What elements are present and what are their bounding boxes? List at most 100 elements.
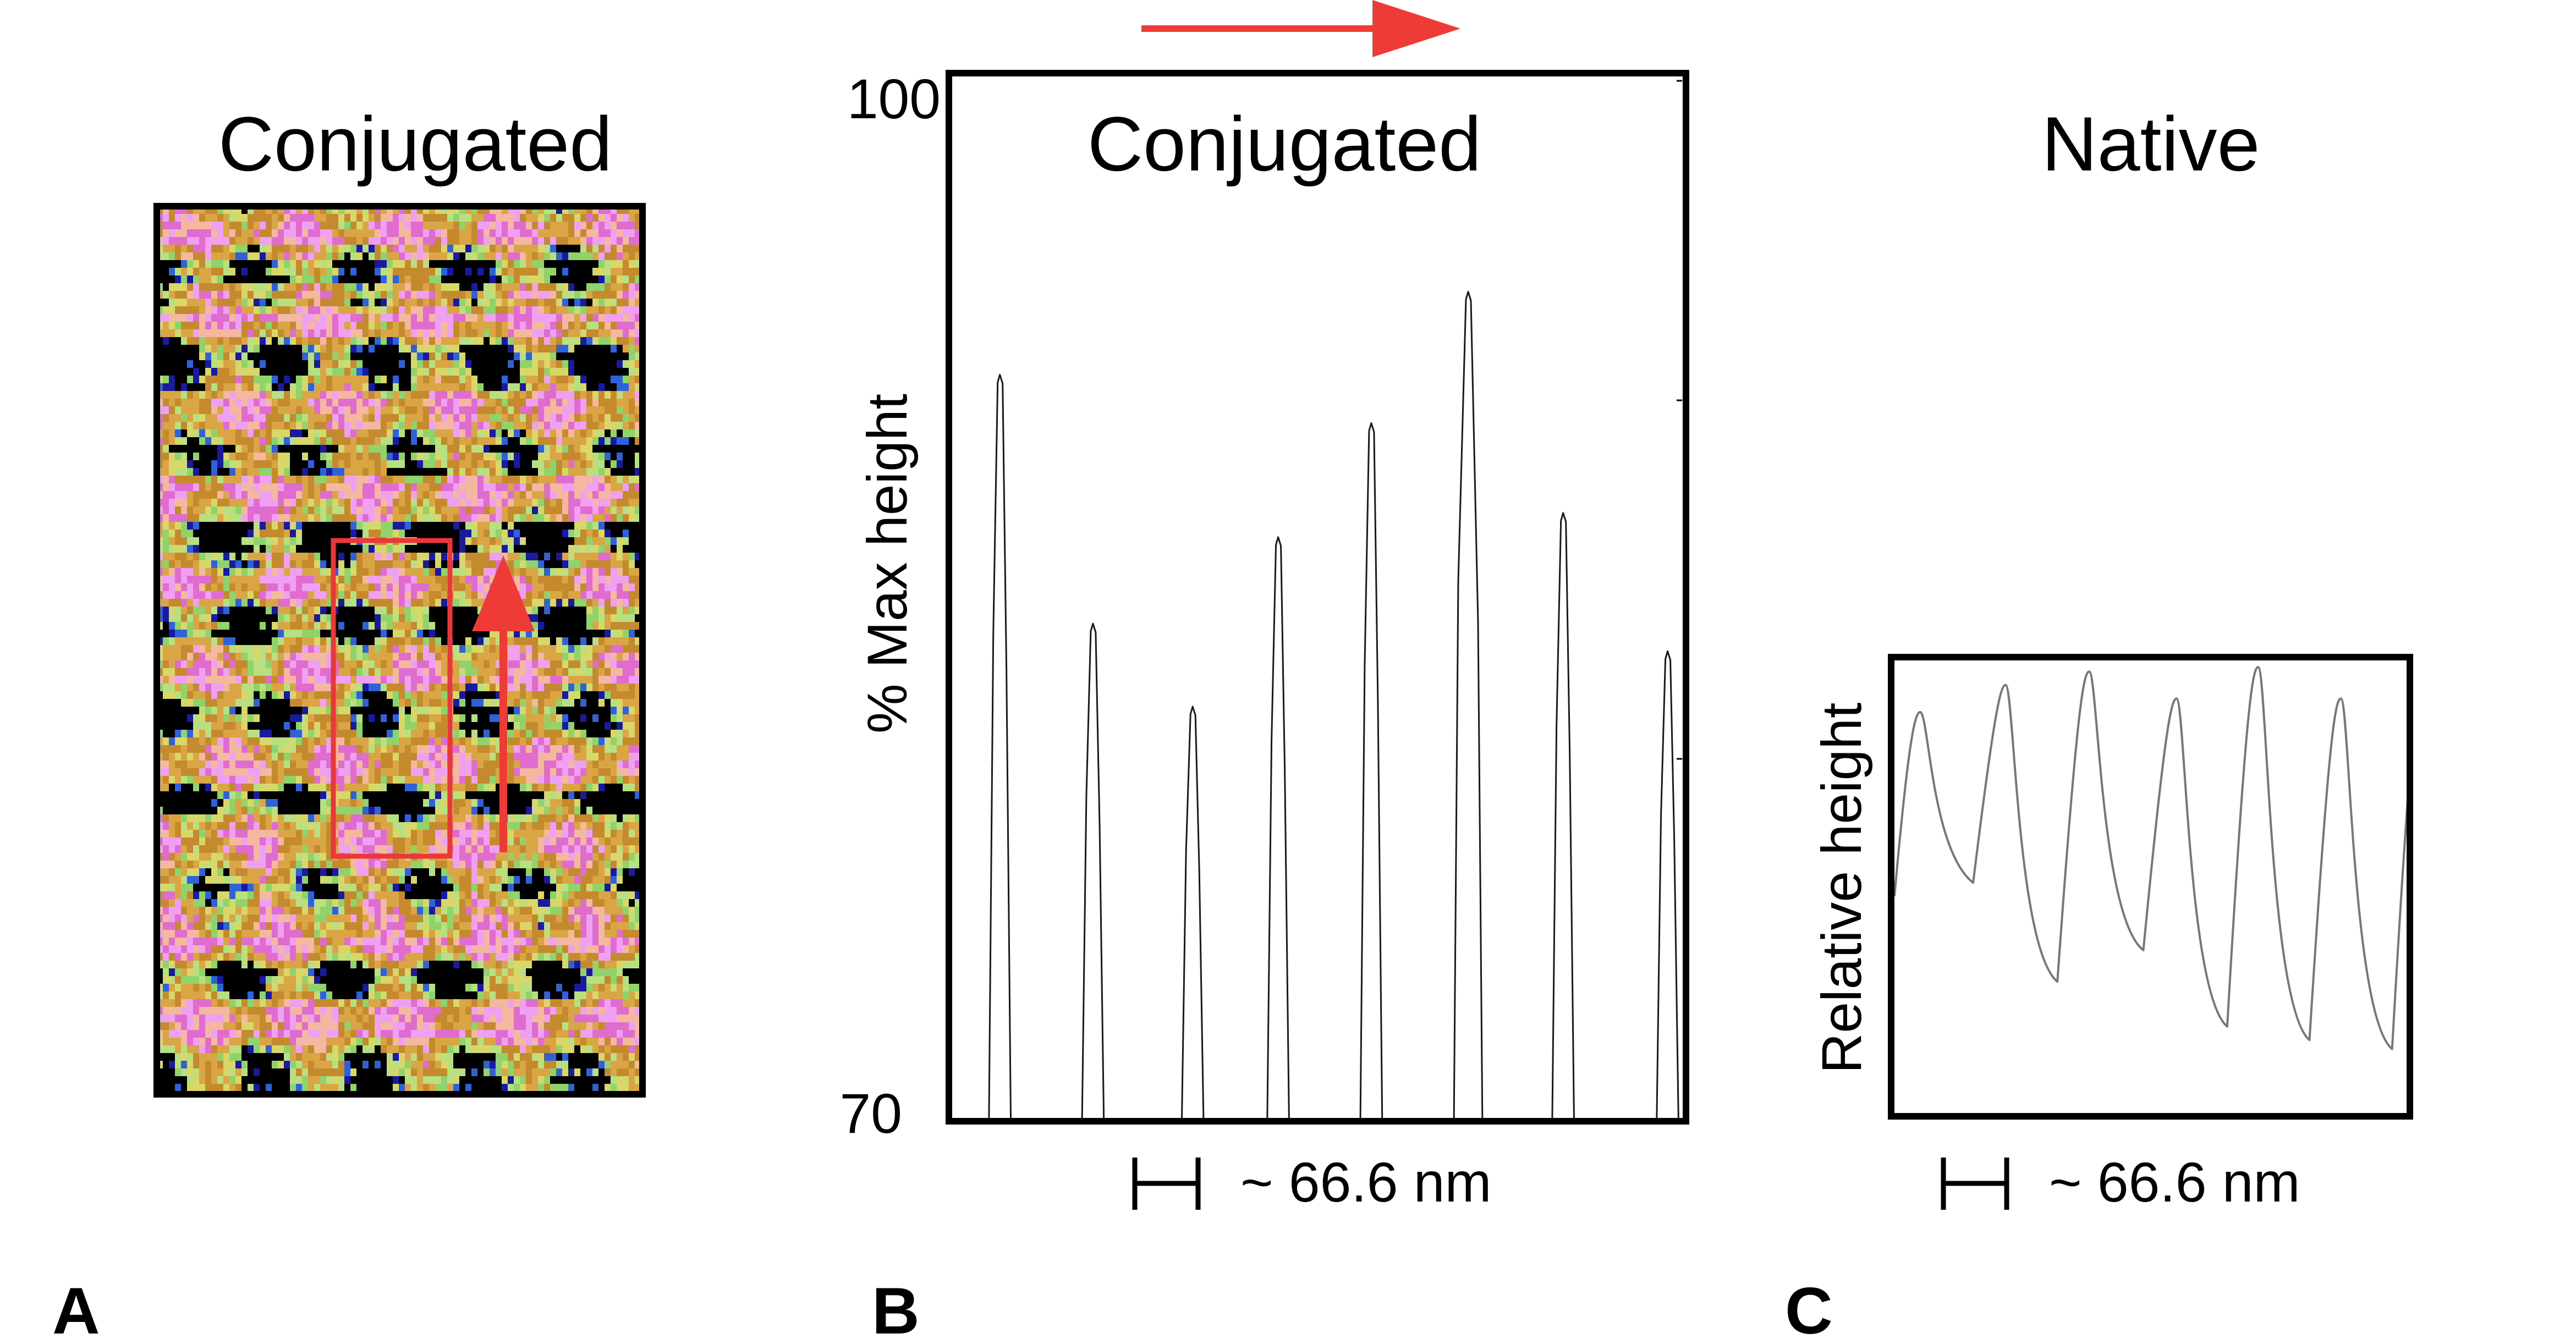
afm-pixel bbox=[296, 368, 303, 376]
afm-pixel bbox=[411, 437, 418, 445]
afm-pixel bbox=[592, 391, 599, 399]
afm-pixel bbox=[617, 299, 623, 307]
afm-pixel bbox=[496, 329, 502, 338]
afm-pixel bbox=[399, 599, 405, 607]
afm-pixel bbox=[163, 445, 169, 453]
afm-pixel bbox=[163, 591, 169, 599]
afm-pixel bbox=[254, 468, 260, 476]
afm-pixel bbox=[405, 576, 411, 584]
afm-pixel bbox=[181, 599, 188, 607]
afm-pixel bbox=[544, 622, 551, 630]
afm-pixel bbox=[308, 576, 315, 584]
afm-pixel bbox=[278, 607, 284, 615]
afm-pixel bbox=[435, 506, 442, 515]
afm-pixel bbox=[272, 329, 278, 338]
afm-pixel bbox=[617, 599, 623, 607]
afm-pixel bbox=[598, 391, 605, 399]
afm-pixel bbox=[598, 406, 605, 415]
afm-pixel bbox=[605, 414, 611, 422]
afm-pixel bbox=[205, 291, 212, 299]
afm-pixel bbox=[326, 306, 333, 315]
afm-pixel bbox=[272, 568, 278, 576]
afm-pixel bbox=[550, 645, 557, 653]
afm-pixel bbox=[471, 491, 478, 499]
afm-pixel bbox=[320, 591, 327, 599]
afm-pixel bbox=[484, 391, 490, 399]
afm-pixel bbox=[229, 345, 236, 353]
afm-pixel bbox=[187, 476, 194, 484]
afm-pixel bbox=[375, 306, 381, 315]
afm-pixel bbox=[502, 453, 508, 461]
afm-pixel bbox=[199, 391, 206, 399]
afm-pixel bbox=[544, 637, 551, 646]
afm-pixel bbox=[272, 437, 278, 445]
afm-pixel bbox=[453, 491, 460, 499]
afm-pixel bbox=[284, 368, 290, 376]
afm-pixel bbox=[248, 376, 254, 384]
afm-pixel bbox=[556, 453, 563, 461]
afm-pixel bbox=[314, 445, 321, 453]
afm-pixel bbox=[490, 345, 496, 353]
afm-pixel bbox=[429, 429, 436, 438]
afm-pixel bbox=[181, 583, 188, 592]
afm-pixel bbox=[477, 237, 484, 245]
afm-pixel bbox=[411, 568, 418, 576]
afm-pixel bbox=[205, 329, 212, 338]
afm-pixel bbox=[453, 660, 460, 669]
afm-pixel bbox=[538, 252, 545, 261]
afm-pixel bbox=[284, 229, 290, 238]
afm-pixel bbox=[296, 445, 303, 453]
afm-pixel bbox=[205, 391, 212, 399]
afm-pixel bbox=[205, 545, 212, 553]
afm-pixel bbox=[350, 622, 357, 630]
afm-pixel bbox=[320, 437, 327, 445]
afm-pixel bbox=[163, 514, 169, 522]
afm-pixel bbox=[532, 599, 539, 607]
afm-pixel bbox=[586, 506, 593, 515]
afm-pixel bbox=[459, 537, 466, 545]
afm-pixel bbox=[387, 514, 393, 522]
afm-pixel bbox=[387, 237, 393, 245]
afm-pixel bbox=[574, 252, 581, 261]
afm-pixel bbox=[568, 522, 575, 530]
afm-pixel bbox=[544, 653, 551, 661]
afm-pixel bbox=[193, 530, 200, 538]
afm-pixel bbox=[387, 483, 393, 492]
afm-pixel bbox=[496, 322, 502, 330]
afm-pixel bbox=[532, 322, 539, 330]
afm-pixel bbox=[248, 437, 254, 445]
afm-pixel bbox=[163, 222, 169, 230]
afm-pixel bbox=[278, 476, 284, 484]
afm-pixel bbox=[284, 422, 290, 430]
afm-pixel bbox=[399, 630, 405, 638]
afm-pixel bbox=[405, 252, 411, 261]
afm-pixel bbox=[580, 337, 587, 345]
afm-pixel bbox=[592, 653, 599, 661]
afm-pixel bbox=[175, 368, 182, 376]
afm-pixel bbox=[223, 283, 230, 291]
afm-pixel bbox=[586, 537, 593, 545]
afm-pixel bbox=[453, 630, 460, 638]
afm-pixel bbox=[272, 406, 278, 415]
afm-pixel bbox=[429, 260, 436, 268]
afm-pixel bbox=[254, 560, 260, 569]
afm-pixel bbox=[284, 553, 290, 561]
afm-pixel bbox=[223, 676, 230, 684]
afm-pixel bbox=[617, 222, 623, 230]
afm-pixel bbox=[459, 676, 466, 684]
afm-pixel bbox=[417, 329, 424, 338]
afm-pixel bbox=[181, 545, 188, 553]
afm-pixel bbox=[623, 222, 629, 230]
afm-pixel bbox=[526, 545, 532, 553]
afm-pixel bbox=[508, 399, 514, 407]
afm-pixel bbox=[477, 530, 484, 538]
afm-pixel bbox=[490, 537, 496, 545]
afm-pixel bbox=[332, 322, 339, 330]
afm-pixel bbox=[429, 422, 436, 430]
afm-pixel bbox=[532, 368, 539, 376]
afm-pixel bbox=[284, 660, 290, 669]
afm-pixel bbox=[502, 422, 508, 430]
afm-pixel bbox=[302, 291, 309, 299]
afm-pixel bbox=[508, 368, 514, 376]
afm-pixel bbox=[550, 453, 557, 461]
